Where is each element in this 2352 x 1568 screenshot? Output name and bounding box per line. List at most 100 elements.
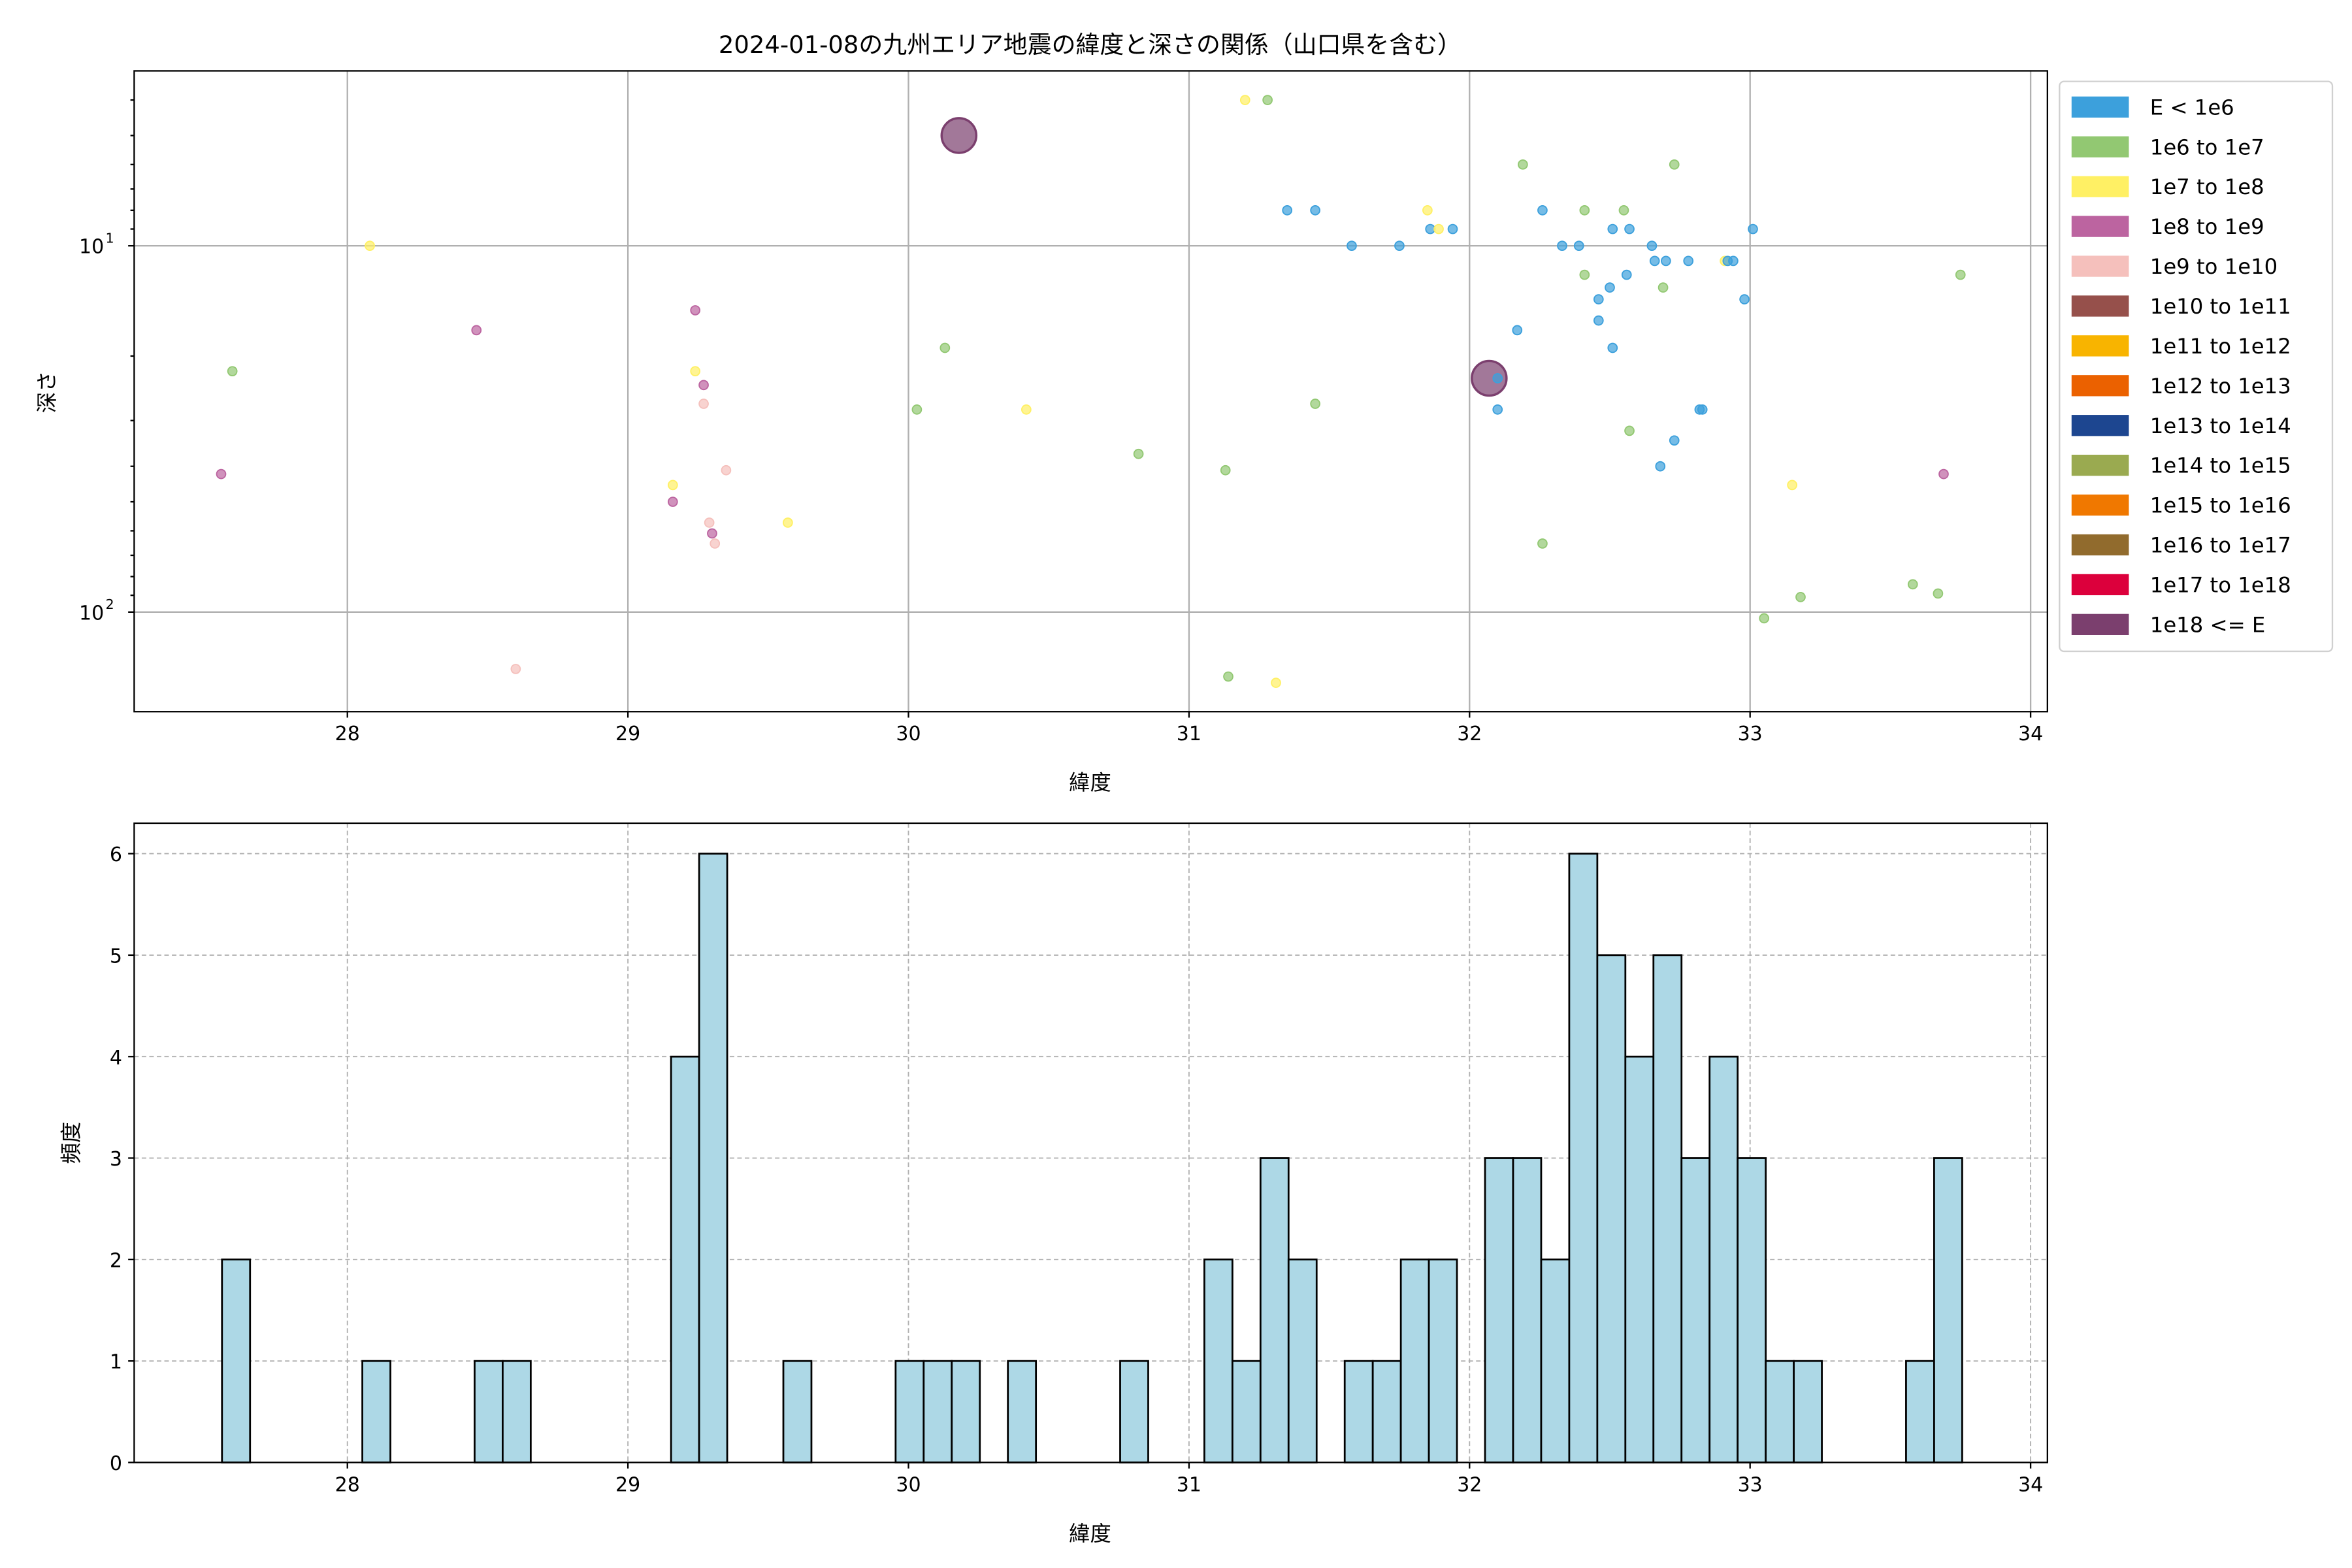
x-tick-label: 28 xyxy=(335,723,360,745)
scatter-point xyxy=(1422,205,1433,216)
legend-label: 1e17 to 1e18 xyxy=(2150,572,2291,597)
legend-label: 1e15 to 1e16 xyxy=(2150,493,2291,518)
x-tick-label: 29 xyxy=(615,1473,640,1496)
scatter-point xyxy=(1607,342,1618,353)
scatter-point xyxy=(721,465,732,476)
scatter-points xyxy=(216,95,1966,688)
histogram-bar xyxy=(670,1055,700,1463)
scatter-point xyxy=(1748,223,1758,235)
legend-label: E < 1e6 xyxy=(2150,95,2234,120)
scatter-point xyxy=(1593,315,1604,326)
histogram-bar xyxy=(1287,1258,1318,1463)
histogram-xlabel: 緯度 xyxy=(1069,1521,1111,1546)
y-tick-label: 3 xyxy=(110,1148,122,1171)
y-tick-label: 6 xyxy=(110,843,122,866)
scatter-point xyxy=(1518,159,1528,170)
scatter-point xyxy=(510,664,521,674)
scatter-point xyxy=(1649,255,1660,267)
scatter-point xyxy=(1669,159,1680,170)
scatter-point xyxy=(667,480,678,491)
legend-swatch xyxy=(2071,96,2129,118)
scatter-point xyxy=(1310,399,1320,409)
scatter-plot-frame xyxy=(133,70,2048,713)
scatter-point xyxy=(227,366,238,377)
scatter-point xyxy=(471,325,482,336)
scatter-point xyxy=(1573,240,1584,252)
legend: E < 1e6 1e6 to 1e7 1e7 to 1e8 1e8 to 1e9 1e9… xyxy=(2059,80,2334,653)
scatter-point xyxy=(1661,255,1671,267)
legend-swatch xyxy=(2071,335,2129,357)
scatter-point xyxy=(1658,282,1669,293)
histogram-bars xyxy=(221,853,1963,1463)
legend-label: 1e9 to 1e10 xyxy=(2150,254,2278,279)
scatter-point xyxy=(1795,592,1806,602)
scatter-point xyxy=(704,517,715,528)
scatter-point xyxy=(1593,294,1604,304)
histogram-bar xyxy=(894,1360,925,1463)
legend-label: 1e13 to 1e14 xyxy=(2150,414,2291,438)
legend-label: 1e14 to 1e15 xyxy=(2150,453,2291,478)
legend-swatch xyxy=(2071,295,2129,317)
histogram-bar xyxy=(1231,1360,1262,1463)
scatter-point xyxy=(783,517,793,528)
scatter-point xyxy=(216,468,227,480)
y-tick-label: 5 xyxy=(110,945,122,968)
scatter-point xyxy=(1133,448,1144,459)
legend-swatch xyxy=(2071,176,2129,197)
histogram-bar xyxy=(1399,1258,1430,1463)
y-tick-label-base: 10 xyxy=(79,236,104,259)
histogram-bar xyxy=(474,1360,504,1463)
scatter-point xyxy=(1220,465,1231,476)
scatter-point xyxy=(1759,613,1770,624)
scatter-point xyxy=(1669,435,1680,446)
legend-swatch xyxy=(2071,455,2129,476)
legend-swatch xyxy=(2071,375,2129,397)
histogram-bar xyxy=(782,1360,813,1463)
scatter-point xyxy=(690,305,701,316)
histogram-bar xyxy=(1680,1157,1711,1463)
histogram-bar xyxy=(1428,1258,1458,1463)
scatter-point xyxy=(1624,223,1635,235)
scatter-point xyxy=(1537,205,1548,216)
histogram-bar xyxy=(1371,1360,1402,1463)
scatter-point xyxy=(1579,269,1590,280)
scatter-xlabel: 緯度 xyxy=(1069,770,1111,795)
chart-title: 2024-01-08の九州エリア地震の緯度と深さの関係（山口県を含む） xyxy=(719,31,1462,59)
scatter-point xyxy=(1728,255,1739,267)
x-tick-label: 32 xyxy=(1457,723,1482,745)
scatter-point xyxy=(1492,373,1503,384)
scatter-ylabel: 深さ xyxy=(35,371,59,414)
legend-label: 1e18 <= E xyxy=(2150,612,2266,637)
scatter-point xyxy=(939,342,951,353)
y-tick-label-exponent: 2 xyxy=(106,596,114,612)
x-tick-label: 31 xyxy=(1177,1473,1201,1496)
histogram-bar xyxy=(951,1360,981,1463)
scatter-point xyxy=(690,366,701,377)
scatter-point xyxy=(1512,325,1523,336)
scatter-point xyxy=(1933,588,1944,599)
histogram-bar xyxy=(1708,1055,1739,1463)
legend-label: 1e16 to 1e17 xyxy=(2150,533,2291,558)
scatter-point xyxy=(1433,223,1444,235)
histogram-bar xyxy=(221,1258,252,1463)
legend-label: 1e7 to 1e8 xyxy=(2150,174,2264,199)
scatter-point xyxy=(940,117,978,154)
scatter-point xyxy=(707,528,717,539)
scatter-point xyxy=(1787,480,1797,491)
legend-label: 1e11 to 1e12 xyxy=(2150,334,2291,359)
x-tick-label: 34 xyxy=(2018,723,2043,745)
x-tick-label: 29 xyxy=(615,723,640,745)
scatter-point xyxy=(1492,404,1503,415)
x-tick-label: 34 xyxy=(2018,1473,2043,1496)
x-tick-label: 30 xyxy=(896,723,921,745)
histogram-bar xyxy=(1596,954,1627,1463)
histogram-bar xyxy=(1484,1157,1514,1463)
legend-label: 1e6 to 1e7 xyxy=(2150,135,2264,159)
scatter-point xyxy=(1607,223,1618,235)
scatter-point xyxy=(1624,425,1635,436)
histogram-bar xyxy=(1624,1055,1655,1463)
histogram-bar xyxy=(1119,1360,1149,1463)
scatter-point xyxy=(710,538,721,549)
scatter-point xyxy=(1579,205,1590,216)
y-tick-label: 4 xyxy=(110,1047,122,1070)
